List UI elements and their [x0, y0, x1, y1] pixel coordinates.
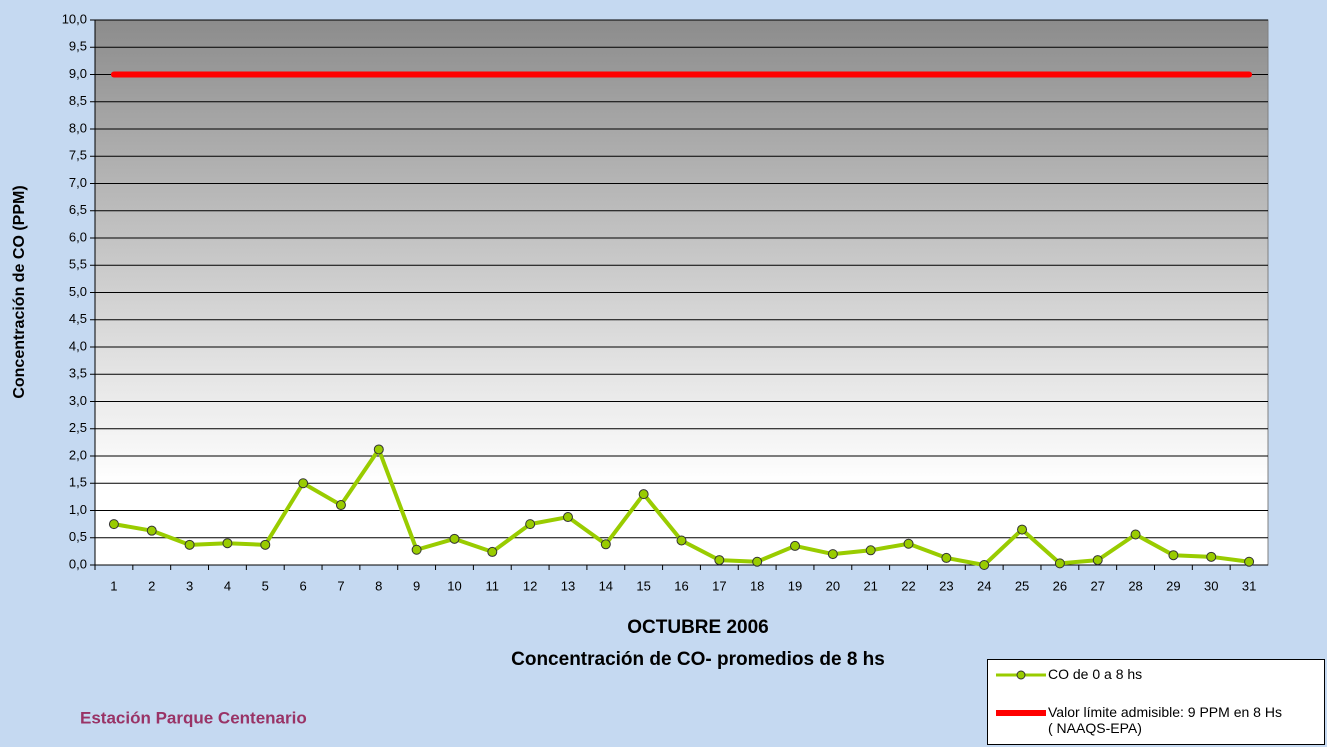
y-axis-label: Concentración de CO (PPM): [11, 185, 28, 398]
x-tick-label: 18: [750, 578, 764, 593]
legend: CO de 0 a 8 hs Valor límite admisible: 9…: [987, 659, 1325, 745]
data-point: [828, 550, 837, 559]
legend-label: Valor límite admisible: 9 PPM en 8 Hs ( …: [1048, 704, 1288, 736]
y-tick-label: 8,0: [69, 120, 87, 135]
legend-label: CO de 0 a 8 hs: [1048, 666, 1288, 682]
data-point: [942, 553, 951, 562]
x-tick-label: 9: [413, 578, 420, 593]
data-point: [488, 547, 497, 556]
x-tick-label: 3: [186, 578, 193, 593]
y-tick-label: 9,5: [69, 39, 87, 54]
y-tick-label: 5,0: [69, 284, 87, 299]
data-point: [336, 501, 345, 510]
x-tick-label: 21: [863, 578, 877, 593]
y-tick-label: 7,5: [69, 148, 87, 163]
data-point: [715, 556, 724, 565]
y-tick-label: 2,5: [69, 420, 87, 435]
y-tick-label: 4,5: [69, 311, 87, 326]
data-point: [1018, 525, 1027, 534]
x-tick-label: 7: [337, 578, 344, 593]
data-point: [1245, 557, 1254, 566]
data-point: [601, 540, 610, 549]
x-tick-label: 1: [110, 578, 117, 593]
subtitle: Concentración de CO- promedios de 8 hs: [511, 649, 885, 670]
x-tick-label: 6: [299, 578, 306, 593]
y-tick-label: 1,5: [69, 475, 87, 490]
x-tick-label: 19: [788, 578, 802, 593]
x-tick-label: 26: [1053, 578, 1067, 593]
y-tick-label: 9,0: [69, 66, 87, 81]
chart: OCTUBRE 2006 Concentración de CO- promed…: [0, 0, 1327, 747]
x-axis-label: OCTUBRE 2006: [627, 617, 769, 638]
y-tick-label: 8,5: [69, 93, 87, 108]
data-point: [1169, 551, 1178, 560]
x-tick-label: 17: [712, 578, 726, 593]
x-tick-label: 22: [901, 578, 915, 593]
x-tick-label: 12: [523, 578, 537, 593]
x-tick-label: 2: [148, 578, 155, 593]
y-tick-label: 0,5: [69, 529, 87, 544]
x-tick-label: 31: [1242, 578, 1256, 593]
data-point: [147, 526, 156, 535]
x-tick-label: 29: [1166, 578, 1180, 593]
data-point: [980, 561, 989, 570]
x-tick-label: 13: [561, 578, 575, 593]
data-point: [1093, 556, 1102, 565]
data-point: [639, 490, 648, 499]
y-tick-label: 5,5: [69, 257, 87, 272]
data-point: [866, 546, 875, 555]
data-point: [185, 540, 194, 549]
legend-swatch: [996, 666, 1046, 684]
y-tick-label: 6,0: [69, 229, 87, 244]
y-tick-label: 4,0: [69, 338, 87, 353]
y-tick-label: 10,0: [62, 11, 87, 26]
x-tick-label: 4: [224, 578, 231, 593]
y-tick-label: 0,0: [69, 556, 87, 571]
data-point: [526, 520, 535, 529]
x-tick-label: 8: [375, 578, 382, 593]
y-tick-label: 3,5: [69, 366, 87, 381]
data-point: [223, 539, 232, 548]
data-point: [677, 536, 686, 545]
x-tick-label: 5: [262, 578, 269, 593]
x-tick-label: 25: [1015, 578, 1029, 593]
y-tick-label: 6,5: [69, 202, 87, 217]
x-tick-label: 30: [1204, 578, 1218, 593]
x-tick-label: 10: [447, 578, 461, 593]
data-point: [791, 541, 800, 550]
x-tick-label: 24: [977, 578, 991, 593]
x-tick-label: 27: [1090, 578, 1104, 593]
data-point: [261, 540, 270, 549]
y-tick-label: 3,0: [69, 393, 87, 408]
data-point: [563, 513, 572, 522]
x-tick-label: 20: [826, 578, 840, 593]
data-point: [753, 557, 762, 566]
data-point: [1207, 552, 1216, 561]
data-point: [299, 479, 308, 488]
legend-swatch: [996, 704, 1046, 722]
x-tick-label: 11: [486, 578, 500, 593]
x-tick-label: 14: [599, 578, 613, 593]
x-tick-label: 23: [939, 578, 953, 593]
footer: Estación Parque Centenario: [80, 708, 307, 727]
y-tick-label: 2,0: [69, 447, 87, 462]
data-point: [109, 520, 118, 529]
y-tick-label: 1,0: [69, 502, 87, 517]
data-point: [374, 445, 383, 454]
data-point: [450, 534, 459, 543]
data-point: [412, 545, 421, 554]
x-tick-label: 15: [636, 578, 650, 593]
y-tick-label: 7,0: [69, 175, 87, 190]
page: OCTUBRE 2006 Concentración de CO- promed…: [0, 0, 1327, 747]
data-point: [904, 539, 913, 548]
x-tick-label: 28: [1128, 578, 1142, 593]
data-point: [1131, 530, 1140, 539]
legend-item: CO de 0 a 8 hs: [996, 666, 1288, 684]
data-point: [1055, 559, 1064, 568]
x-tick-label: 16: [674, 578, 688, 593]
legend-item: Valor límite admisible: 9 PPM en 8 Hs ( …: [996, 704, 1288, 736]
